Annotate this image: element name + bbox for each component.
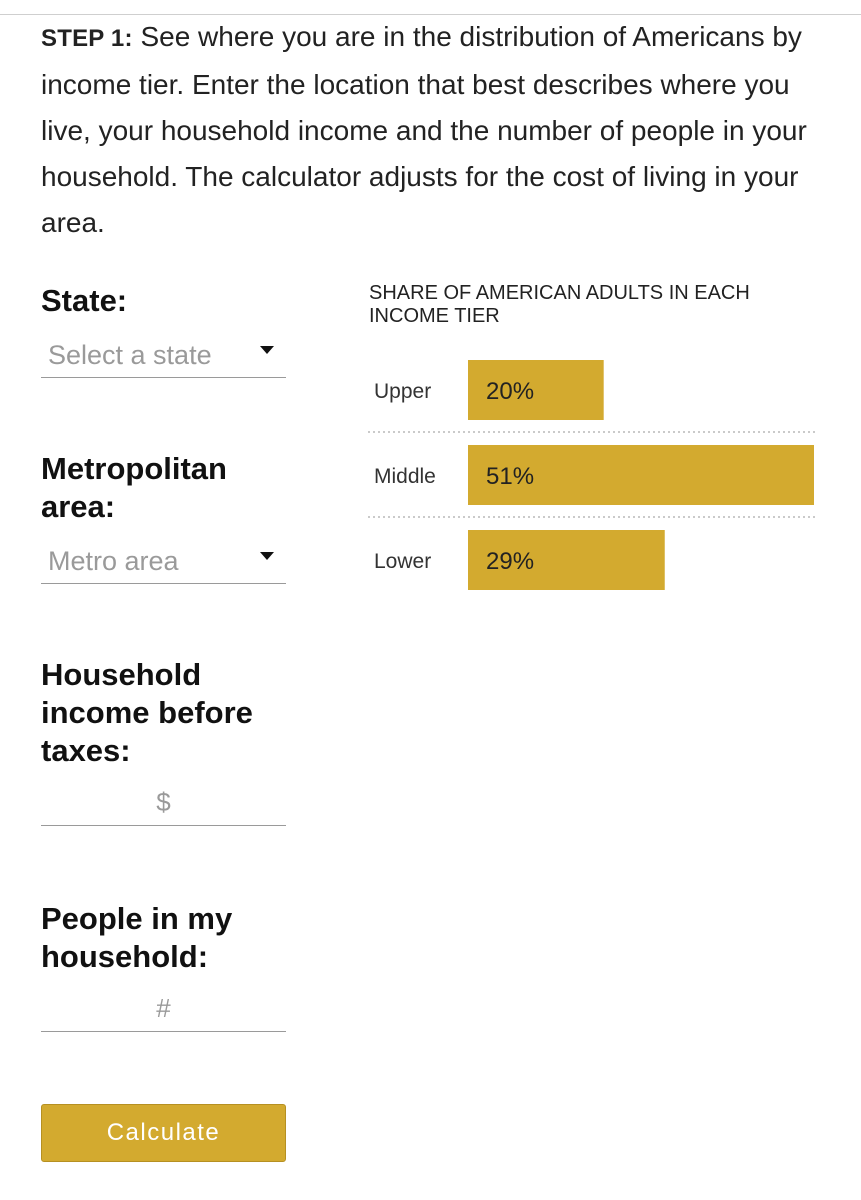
household-input[interactable] bbox=[41, 986, 286, 1032]
intro-text: STEP 1: See where you are in the distrib… bbox=[41, 14, 831, 246]
intro-body: See where you are in the distribution of… bbox=[41, 21, 807, 238]
metro-select[interactable]: Metro area bbox=[41, 540, 286, 584]
value-label-upper: 20% bbox=[486, 378, 534, 405]
top-rule bbox=[0, 0, 861, 15]
state-select-value: Select a state bbox=[48, 340, 212, 370]
calculate-button[interactable]: Calculate bbox=[41, 1104, 286, 1162]
bar-upper bbox=[468, 360, 604, 420]
caret-down-icon bbox=[260, 552, 274, 560]
state-select[interactable]: Select a state bbox=[41, 334, 286, 378]
category-label-lower: Lower bbox=[374, 550, 431, 573]
bar-middle bbox=[468, 445, 814, 505]
bar-lower bbox=[468, 530, 665, 590]
value-label-middle: 51% bbox=[486, 463, 534, 490]
state-label: State: bbox=[41, 283, 128, 318]
chart-title: SHARE OF AMERICAN ADULTS IN EACH INCOME … bbox=[369, 282, 750, 327]
income-label: Household income before taxes: bbox=[41, 657, 253, 768]
income-tier-chart: Upper 20% Middle 51% Lower 29% bbox=[368, 360, 816, 590]
income-input[interactable] bbox=[41, 780, 286, 826]
household-label: People in my household: bbox=[41, 901, 233, 974]
category-label-middle: Middle bbox=[374, 465, 436, 488]
metro-label: Metropolitan area: bbox=[41, 451, 227, 524]
caret-down-icon bbox=[260, 346, 274, 354]
category-label-upper: Upper bbox=[374, 380, 431, 403]
step-label: STEP 1: bbox=[41, 25, 133, 52]
value-label-lower: 29% bbox=[486, 548, 534, 575]
metro-select-value: Metro area bbox=[48, 546, 179, 576]
